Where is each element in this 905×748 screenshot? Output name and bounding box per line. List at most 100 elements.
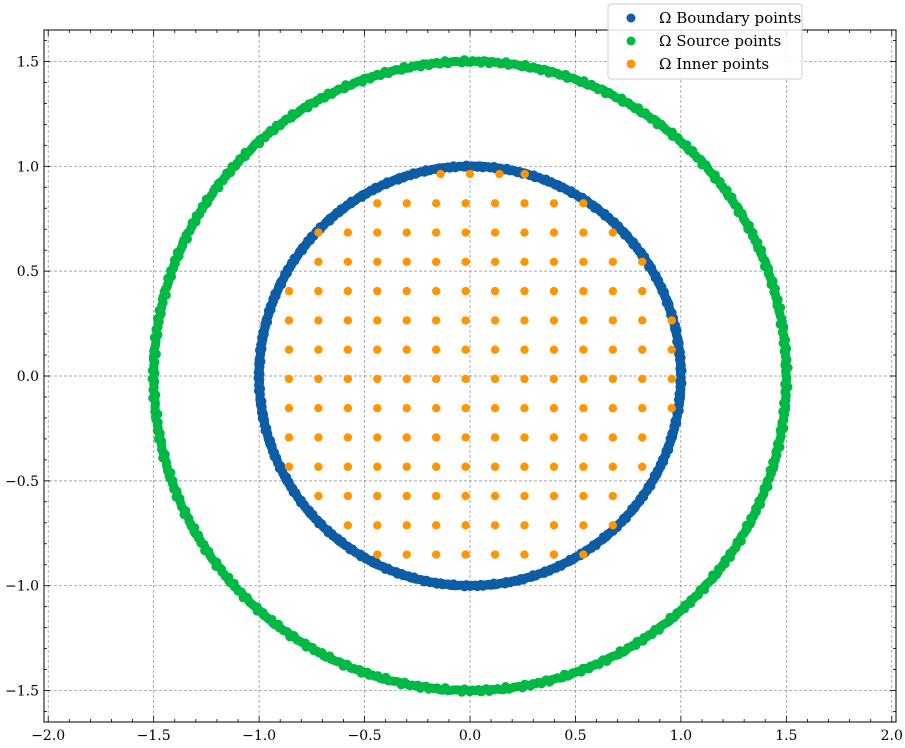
inner-point-133 bbox=[402, 491, 411, 501]
inner-point-11 bbox=[579, 199, 588, 208]
inner-point-41 bbox=[461, 286, 470, 296]
y-tick-label-6: 1.5 bbox=[17, 54, 39, 70]
inner-point-143 bbox=[402, 521, 411, 530]
inner-point-139 bbox=[579, 491, 588, 501]
inner-point-84 bbox=[520, 374, 529, 384]
inner-point-101 bbox=[608, 404, 618, 413]
inner-point-129 bbox=[638, 462, 647, 471]
source-point-719 bbox=[782, 374, 792, 384]
inner-point-19 bbox=[520, 228, 529, 237]
boundary-point-719 bbox=[676, 373, 686, 383]
inner-point-83 bbox=[490, 374, 500, 384]
inner-point-17 bbox=[461, 228, 470, 237]
inner-point-85 bbox=[549, 374, 559, 384]
inner-point-16 bbox=[431, 228, 441, 237]
inner-point-47 bbox=[638, 286, 647, 296]
inner-point-60 bbox=[638, 316, 647, 325]
x-tick-label-4: 0.0 bbox=[459, 728, 481, 744]
x-tick-label-7: 1.5 bbox=[775, 728, 797, 744]
inner-point-110 bbox=[461, 433, 470, 442]
inner-point-66 bbox=[402, 345, 411, 354]
inner-point-107 bbox=[373, 433, 382, 442]
x-tick-label-0: −2.0 bbox=[31, 728, 65, 744]
inner-point-88 bbox=[638, 374, 647, 384]
inner-point-50 bbox=[343, 316, 353, 325]
inner-point-98 bbox=[520, 404, 529, 413]
inner-point-73 bbox=[608, 345, 618, 354]
inner-point-89 bbox=[667, 374, 676, 384]
inner-point-40 bbox=[431, 286, 441, 296]
legend-marker-source bbox=[626, 36, 636, 46]
legend-label-inner: Ω Inner points bbox=[659, 55, 769, 73]
inner-point-141 bbox=[343, 521, 353, 530]
inner-point-37 bbox=[343, 286, 353, 296]
x-tick-label-5: 0.5 bbox=[564, 728, 586, 744]
inner-point-155 bbox=[490, 550, 500, 559]
inner-point-156 bbox=[520, 550, 529, 559]
inner-point-137 bbox=[520, 491, 529, 501]
inner-point-130 bbox=[314, 491, 323, 501]
inner-point-80 bbox=[402, 374, 411, 384]
inner-point-51 bbox=[373, 316, 382, 325]
inner-point-118 bbox=[314, 462, 323, 471]
inner-point-135 bbox=[461, 491, 470, 501]
inner-point-59 bbox=[608, 316, 618, 325]
inner-point-56 bbox=[520, 316, 529, 325]
inner-point-94 bbox=[402, 404, 411, 413]
inner-point-55 bbox=[490, 316, 500, 325]
inner-point-67 bbox=[431, 345, 441, 354]
inner-point-69 bbox=[490, 345, 500, 354]
inner-point-87 bbox=[608, 374, 618, 384]
inner-point-23 bbox=[314, 257, 323, 267]
inner-point-134 bbox=[431, 491, 441, 501]
inner-point-132 bbox=[373, 491, 382, 501]
inner-point-109 bbox=[431, 433, 441, 442]
inner-point-140 bbox=[608, 491, 618, 501]
inner-point-154 bbox=[461, 550, 470, 559]
inner-point-48 bbox=[284, 316, 294, 325]
inner-point-104 bbox=[284, 433, 294, 442]
y-tick-label-4: 0.5 bbox=[17, 264, 39, 280]
x-tick-label-3: −0.5 bbox=[348, 728, 382, 744]
inner-point-15 bbox=[402, 228, 411, 237]
inner-point-76 bbox=[284, 374, 294, 384]
inner-point-45 bbox=[579, 286, 588, 296]
inner-point-99 bbox=[549, 404, 559, 413]
series-inner-points bbox=[284, 169, 676, 559]
series-boundary-points bbox=[253, 160, 687, 592]
inner-point-149 bbox=[579, 521, 588, 530]
y-tick-label-0: −1.5 bbox=[5, 684, 39, 700]
inner-point-25 bbox=[373, 257, 382, 267]
inner-point-52 bbox=[402, 316, 411, 325]
inner-point-127 bbox=[579, 462, 588, 471]
inner-point-12 bbox=[314, 228, 323, 237]
series-source-points bbox=[147, 55, 793, 697]
inner-point-111 bbox=[490, 433, 500, 442]
legend-box bbox=[607, 3, 803, 80]
x-axis-tick-labels: −2.0 −1.5 −1.0 −0.5 0.0 0.5 1.0 1.5 2.0 bbox=[31, 728, 903, 744]
inner-point-122 bbox=[431, 462, 441, 471]
inner-point-54 bbox=[461, 316, 470, 325]
inner-point-115 bbox=[608, 433, 618, 442]
inner-point-14 bbox=[373, 228, 382, 237]
inner-point-65 bbox=[373, 345, 382, 354]
inner-point-78 bbox=[343, 374, 353, 384]
inner-point-33 bbox=[608, 257, 618, 267]
inner-point-96 bbox=[461, 404, 470, 413]
inner-point-53 bbox=[431, 316, 441, 325]
inner-point-79 bbox=[373, 374, 382, 384]
y-tick-label-2: −0.5 bbox=[5, 474, 39, 490]
inner-point-13 bbox=[343, 228, 353, 237]
inner-point-42 bbox=[490, 286, 500, 296]
y-tick-label-3: 0.0 bbox=[17, 369, 39, 385]
y-tick-label-1: −1.0 bbox=[5, 579, 39, 595]
inner-point-97 bbox=[490, 404, 500, 413]
legend-label-boundary: Ω Boundary points bbox=[659, 9, 801, 27]
inner-point-146 bbox=[490, 521, 500, 530]
inner-point-7 bbox=[461, 199, 470, 208]
inner-point-105 bbox=[314, 433, 323, 442]
inner-point-147 bbox=[520, 521, 529, 530]
inner-point-92 bbox=[343, 404, 353, 413]
inner-point-131 bbox=[343, 491, 353, 501]
inner-point-30 bbox=[520, 257, 529, 267]
